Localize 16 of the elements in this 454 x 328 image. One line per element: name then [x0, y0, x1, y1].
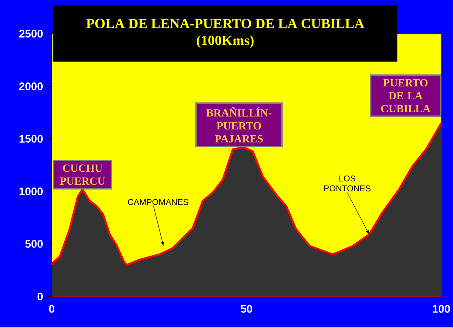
annotation: BRAÑILLÍN-PUERTO PAJARES	[206, 108, 272, 143]
y-tick-label: 2000	[19, 82, 43, 91]
x-tick-label: 100	[433, 305, 450, 314]
chart-subtitle: (100Kms)	[197, 36, 254, 48]
chart-title: POLA DE LENA-PUERTO DE LA CUBILLA	[86, 19, 365, 29]
annotation: CUCHU PUERCU	[60, 164, 106, 186]
annotation: LOS PONTONES	[324, 176, 371, 192]
y-tick-label: 2500	[19, 30, 43, 38]
y-tick-label: 500	[26, 240, 43, 248]
y-tick-label: 0	[38, 292, 43, 301]
x-tick-label: 0	[49, 305, 55, 314]
annotation: PUERTO DE LA CUBILLA	[381, 80, 431, 113]
annotation: CAMPOMANES	[128, 199, 189, 206]
x-tick-label: 50	[241, 305, 252, 314]
y-tick-label: 1500	[20, 135, 43, 144]
y-tick-label: 1000	[20, 188, 43, 196]
